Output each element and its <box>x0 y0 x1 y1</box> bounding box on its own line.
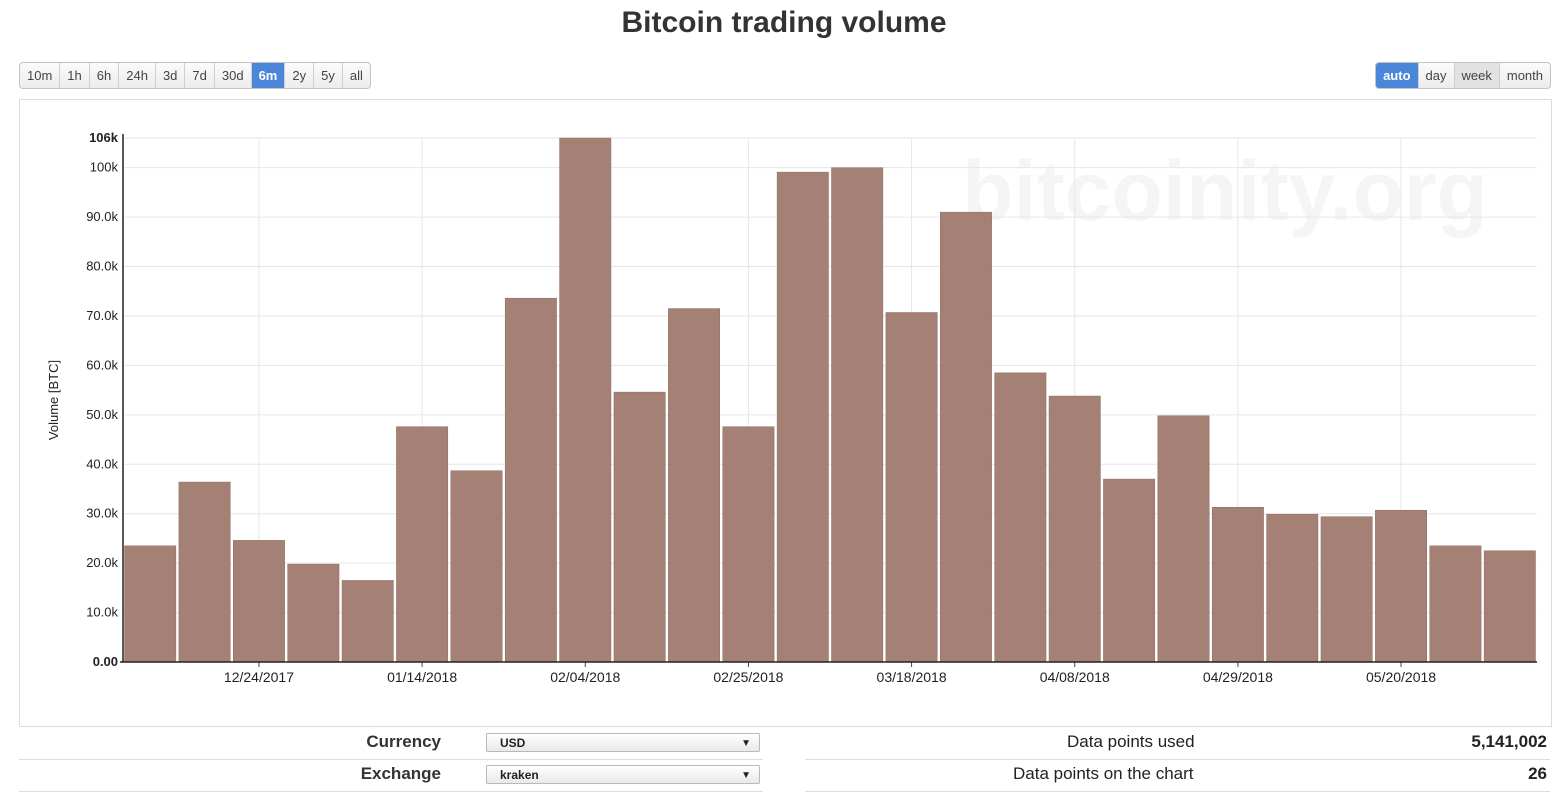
x-tick-label: 04/08/2018 <box>1040 669 1110 685</box>
volume-bar <box>940 211 992 663</box>
x-tick-label: 12/24/2017 <box>224 669 294 685</box>
x-tick-label: 02/25/2018 <box>713 669 783 685</box>
stat-row-points-used: Data points used 5,141,002 <box>805 727 1550 760</box>
currency-select[interactable]: USD ▼ <box>486 733 760 752</box>
volume-bar <box>1429 545 1482 663</box>
range-button-7d[interactable]: 7d <box>185 63 215 88</box>
chevron-down-icon: ▼ <box>741 738 751 749</box>
y-tick-label: 80.0k <box>86 259 118 274</box>
volume-bar <box>341 580 394 663</box>
y-tick-label: 40.0k <box>86 456 118 471</box>
currency-row: Currency USD ▼ <box>19 727 763 760</box>
volume-bar <box>450 470 503 663</box>
y-tick-label: 70.0k <box>86 308 118 323</box>
data-points-used-label: Data points used <box>1067 732 1195 751</box>
y-tick-label: 60.0k <box>86 357 118 372</box>
volume-bar <box>1320 516 1373 663</box>
stat-row-points-chart: Data points on the chart 26 <box>805 759 1550 792</box>
volume-bar <box>722 426 775 663</box>
y-tick-label: 30.0k <box>86 506 118 521</box>
period-button-auto[interactable]: auto <box>1376 63 1419 88</box>
x-tick-label: 03/18/2018 <box>877 669 947 685</box>
volume-bar <box>504 297 557 663</box>
volume-bar <box>613 391 666 663</box>
volume-bar <box>124 545 177 663</box>
volume-bar <box>396 426 449 663</box>
volume-bar <box>178 481 231 663</box>
volume-bar <box>831 167 884 663</box>
volume-bar <box>1375 509 1427 663</box>
range-button-all[interactable]: all <box>349 68 363 83</box>
x-tick-label: 05/20/2018 <box>1366 669 1436 685</box>
exchange-select[interactable]: kraken ▼ <box>486 765 760 784</box>
x-tick-label: 01/14/2018 <box>387 669 457 685</box>
data-points-used-value: 5,141,002 <box>1471 732 1547 751</box>
volume-bar-chart: bitcoinity.org 0.00 10.0k 20.0k 30.0k 40.0k 50… <box>46 130 1537 685</box>
volume-bar <box>776 171 829 663</box>
volume-bar <box>233 540 285 663</box>
volume-bar <box>994 372 1047 663</box>
chart-container: bitcoinity.org 0.00 10.0k 20.0k 30.0k 40.0k 50… <box>19 99 1552 727</box>
exchange-value: kraken <box>500 768 539 782</box>
volume-bar <box>885 312 938 663</box>
y-axis-label: Volume [BTC] <box>46 360 61 440</box>
range-button-2y[interactable]: 2y <box>285 63 315 88</box>
range-button-10m[interactable]: 10m <box>20 63 61 88</box>
chevron-down-icon: ▼ <box>741 770 751 781</box>
volume-bar <box>1048 395 1101 663</box>
exchange-row: Exchange kraken ▼ <box>19 759 763 792</box>
volume-bar <box>559 137 612 663</box>
exchange-label: Exchange <box>360 764 441 783</box>
volume-bar <box>1103 478 1156 663</box>
period-button-month[interactable]: month <box>1506 68 1543 83</box>
range-button-5y[interactable]: 5y <box>314 63 343 88</box>
y-tick-label: 0.00 <box>93 654 118 669</box>
data-points-chart-label: Data points on the chart <box>1013 764 1194 783</box>
volume-bar <box>1483 550 1536 663</box>
range-button-24h[interactable]: 24h <box>119 63 156 88</box>
data-points-chart-value: 26 <box>1528 764 1547 783</box>
y-tick-label: 90.0k <box>86 209 118 224</box>
volume-bar <box>1211 507 1264 663</box>
volume-bar <box>1266 513 1319 663</box>
volume-bar <box>668 308 720 663</box>
grouping-period-selector: auto day week month <box>1375 62 1551 89</box>
y-tick-label: 10.0k <box>86 605 118 620</box>
period-button-day[interactable]: day <box>1419 63 1455 88</box>
range-button-30d[interactable]: 30d <box>215 63 252 88</box>
y-tick-label: 20.0k <box>86 555 118 570</box>
x-tick-label: 04/29/2018 <box>1203 669 1273 685</box>
volume-bar <box>1157 415 1210 663</box>
period-button-week[interactable]: week <box>1454 63 1500 88</box>
y-tick-label: 100k <box>90 160 119 175</box>
time-range-selector: 10m 1h 6h 24h 3d 7d 30d 6m 2y 5y all <box>19 62 371 89</box>
x-tick-label: 02/04/2018 <box>550 669 620 685</box>
range-button-6m[interactable]: 6m <box>251 63 286 88</box>
range-button-6h[interactable]: 6h <box>90 63 120 88</box>
range-button-3d[interactable]: 3d <box>156 63 186 88</box>
page-title: Bitcoin trading volume <box>621 6 947 39</box>
currency-label: Currency <box>366 732 441 751</box>
y-tick-label: 50.0k <box>86 407 118 422</box>
volume-bar <box>287 563 340 663</box>
currency-value: USD <box>500 736 526 750</box>
range-button-1h[interactable]: 1h <box>60 63 90 88</box>
watermark-text: bitcoinity.org <box>962 144 1488 238</box>
y-max-label: 106k <box>89 130 119 145</box>
